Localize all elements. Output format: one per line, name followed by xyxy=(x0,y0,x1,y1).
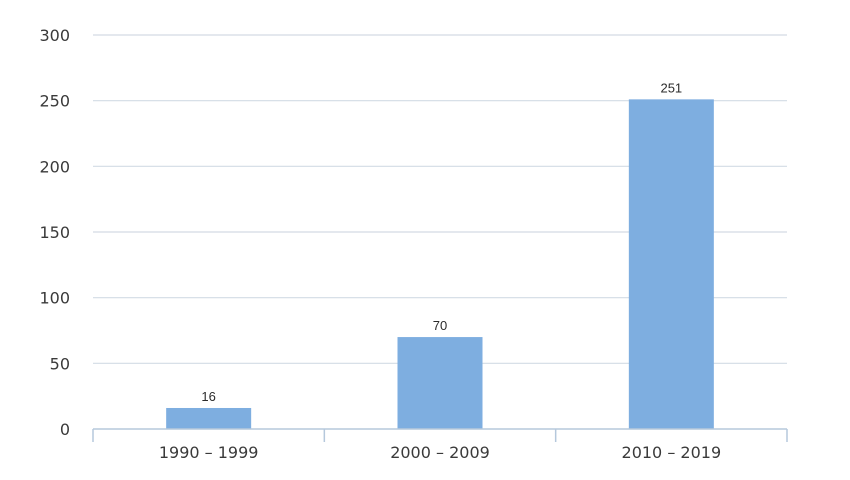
x-tick-label: 2000 – 2009 xyxy=(390,443,490,462)
bar xyxy=(628,99,714,429)
y-tick-label: 100 xyxy=(39,289,70,308)
y-tick-label: 200 xyxy=(39,157,70,176)
x-axis xyxy=(92,428,788,442)
y-tick-label: 150 xyxy=(39,223,70,242)
y-tick-labels: 0 50 100 150 200 250 300 xyxy=(39,26,70,439)
x-tick-label: 1990 – 1999 xyxy=(159,443,259,462)
y-tick-label: 300 xyxy=(39,26,70,45)
y-tick-label: 250 xyxy=(39,92,70,111)
y-tick-label: 0 xyxy=(60,420,70,439)
data-label: 16 xyxy=(201,389,215,404)
x-tick-label: 2010 – 2019 xyxy=(622,443,722,462)
x-tick-labels: 1990 – 1999 2000 – 2009 2010 – 2019 xyxy=(159,443,721,462)
bar xyxy=(166,407,252,429)
bar xyxy=(397,337,483,429)
data-label: 251 xyxy=(660,80,682,95)
y-tick-label: 50 xyxy=(50,354,70,373)
data-labels: 16 70 251 xyxy=(201,80,682,404)
data-label: 70 xyxy=(433,318,447,333)
bars xyxy=(166,99,714,429)
